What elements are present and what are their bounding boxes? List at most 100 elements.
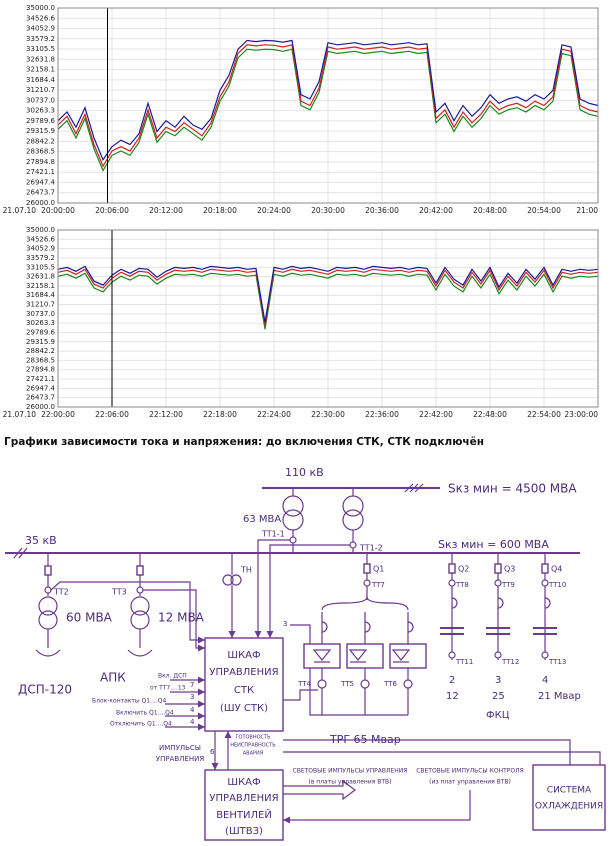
- diagram-label: НЕИСПРАВНОСТЬ: [230, 743, 276, 749]
- y-tick-label: 28842.2: [26, 137, 55, 145]
- light-in: [283, 790, 471, 824]
- y-tick-label: 31684.4: [26, 291, 55, 299]
- diagram-label: ШКАФ: [227, 650, 261, 661]
- x-tick-label: 20:24:00: [257, 206, 291, 215]
- diagram-label: 4: [190, 706, 195, 714]
- y-tick-label: 33105.5: [26, 45, 55, 53]
- thyristor-valve: [303, 643, 341, 669]
- y-tick-label: 31210.7: [26, 301, 55, 309]
- x-tick-label: 22:48:00: [473, 410, 507, 419]
- diagram-label: TT5: [340, 680, 354, 688]
- x-tick-label: 22:42:00: [419, 410, 453, 419]
- y-tick-label: 27894.8: [26, 366, 55, 374]
- diagram-label: 3: [283, 620, 287, 628]
- diagram-label: TT6: [383, 680, 397, 688]
- diagram-label: TT2: [53, 588, 69, 597]
- hatch: [13, 547, 23, 559]
- x-tick-label: 23:00:00: [564, 410, 598, 419]
- y-tick-label: 32631.8: [26, 273, 55, 281]
- ct: [360, 679, 370, 689]
- y-tick-label: 28368.5: [26, 148, 55, 156]
- diagram-label: СВЕТОВЫЕ ИМПУЛЬСЫ УПРАВЛЕНИЯ: [293, 768, 408, 775]
- diagram-label: Блок-контакты Q1....Q4: [92, 698, 166, 705]
- transformer: [130, 596, 150, 616]
- filter-branches: [440, 553, 557, 660]
- series-line: [57, 44, 599, 168]
- wire: [290, 624, 408, 716]
- signal: [50, 581, 205, 644]
- y-tick-label: 33579.2: [26, 35, 55, 43]
- y-tick-label: 29789.6: [26, 328, 55, 336]
- y-tick-label: 30263.3: [26, 107, 55, 115]
- diagram-label: TT3: [111, 588, 127, 597]
- vt: [222, 574, 234, 586]
- thyristor-valve: [389, 643, 427, 669]
- diagram-label: Sкз мин = 600 МВА: [438, 538, 549, 551]
- y-tick-label: 28368.5: [26, 356, 55, 364]
- y-tick-label: 34526.6: [26, 14, 55, 22]
- labels: 110 кВ Sкз мин = 4500 МВА 63 МВА 35 кВ TT1-1…: [18, 466, 603, 837]
- diagram-label: TT1-2: [359, 544, 383, 553]
- hatch: [414, 483, 424, 493]
- diagram-label: 4: [190, 718, 195, 726]
- y-tick-label: 28842.2: [26, 347, 55, 355]
- x-tick-label: 20:18:00: [203, 206, 237, 215]
- y-tick-label: 32631.8: [26, 55, 55, 63]
- diagram-label: TT1-1: [261, 530, 285, 539]
- y-tick-label: 31210.7: [26, 86, 55, 94]
- series-line: [57, 265, 599, 323]
- brace: [321, 596, 409, 611]
- vt: [230, 574, 242, 586]
- diagram-label: АВАРИЯ: [243, 751, 264, 757]
- ct: [317, 679, 327, 689]
- diagram-label: АПК: [100, 671, 126, 685]
- y-tick-label: 26000.0: [26, 403, 55, 411]
- x-tick-label: 20:48:00: [473, 206, 507, 215]
- reactor: [364, 621, 371, 633]
- hatch: [18, 547, 28, 559]
- diagram-label: 3: [190, 693, 194, 701]
- diagram-label: 21 Мвар: [538, 691, 581, 702]
- diagram-label: УПРАВЛЕНИЯ: [209, 793, 278, 804]
- y-tick-label: 27894.8: [26, 158, 55, 166]
- diagram-label: 110 кВ: [285, 466, 324, 479]
- diagram-label: Включить Q1....Q4: [116, 710, 174, 717]
- diagram-label: 4: [542, 675, 548, 686]
- diagram-label: Q4: [551, 565, 562, 574]
- diagram-label: ВЕНТИЛЕЙ: [216, 808, 272, 821]
- diagram-label: от ТТ7....13: [150, 685, 186, 692]
- y-tick-label: 27421.1: [26, 375, 55, 383]
- series-line: [57, 48, 599, 172]
- diagram-label: ДСП-120: [18, 683, 72, 697]
- signal: [266, 544, 350, 638]
- y-tick-label: 33579.2: [26, 254, 55, 262]
- y-tick-label: 35000.0: [26, 4, 55, 12]
- diagram-label: 3: [495, 675, 501, 686]
- schematic: [5, 483, 606, 841]
- diagram-label: ИМПУЛЬСЫ: [159, 744, 201, 752]
- furnace: [35, 649, 61, 657]
- y-tick-label: 34526.6: [26, 235, 55, 243]
- reactor: [321, 621, 328, 633]
- diagram-label: TT9: [501, 581, 515, 589]
- y-tick-label: 26947.4: [26, 384, 55, 392]
- x-tick-label: 22:54:00: [527, 410, 561, 419]
- diagram-label: ШКАФ: [227, 777, 261, 788]
- x-tick-label: 20:36:00: [365, 206, 399, 215]
- x-tick-label: 22:18:00: [203, 410, 237, 419]
- series-line: [57, 39, 599, 161]
- x-tick-label: 22:30:00: [311, 410, 345, 419]
- y-tick-label: 30737.0: [26, 310, 55, 318]
- ct: [363, 579, 371, 587]
- diagram-label: ОХЛАЖДЕНИЯ: [535, 802, 603, 812]
- x-tick-label: 22:00:00: [41, 410, 75, 419]
- x-tick-label: 22:06:00: [95, 410, 129, 419]
- plot-frame: [57, 229, 599, 408]
- signal: [254, 539, 290, 638]
- x-tick-label: 22:36:00: [365, 410, 399, 419]
- diagram-label: 35 кВ: [25, 534, 57, 547]
- y-tick-label: 26000.0: [26, 199, 55, 207]
- x-tick-label: 20:30:00: [311, 206, 345, 215]
